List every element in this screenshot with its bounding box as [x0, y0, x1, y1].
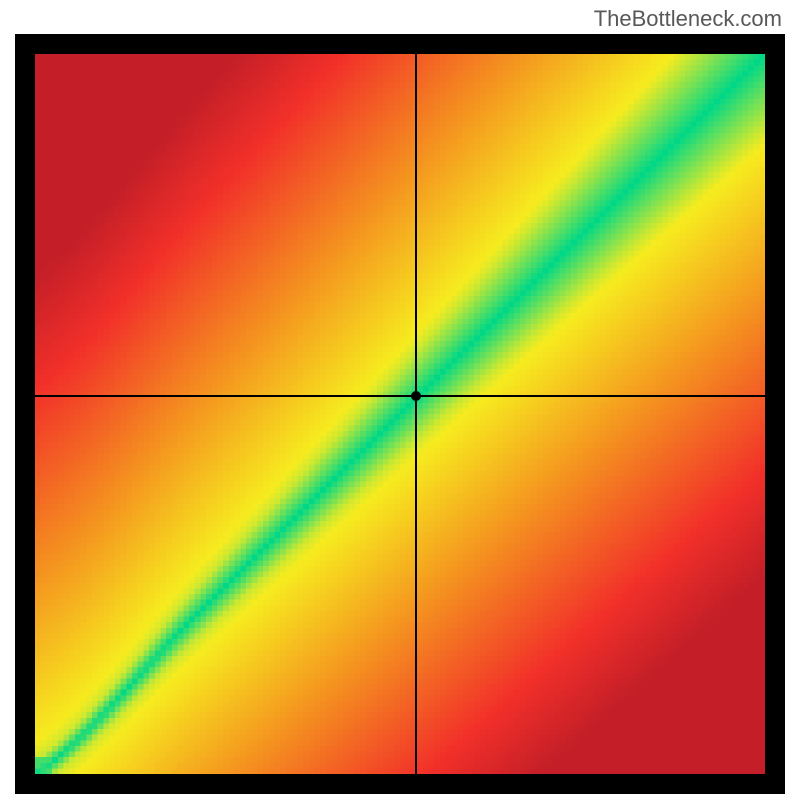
watermark-text: TheBottleneck.com	[594, 6, 782, 32]
marker-point	[411, 391, 421, 401]
heatmap-plot	[35, 54, 765, 774]
crosshair-vertical	[415, 54, 417, 774]
crosshair-horizontal	[35, 395, 765, 397]
